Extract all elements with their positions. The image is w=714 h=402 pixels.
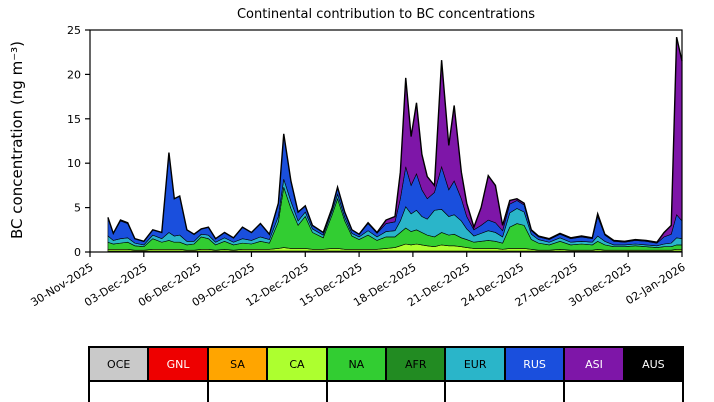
legend-empty-cell — [446, 382, 566, 402]
stacked-area-chart: 051015202530-Nov-202503-Dec-202506-Dec-2… — [28, 24, 687, 309]
legend-cell-ca: CA — [268, 348, 328, 380]
legend-cell-sa: SA — [208, 348, 269, 380]
legend-cell-aus: AUS — [624, 348, 683, 380]
y-axis-label: BC concentration (ng m⁻³) — [8, 41, 26, 239]
area-rus — [107, 133, 683, 247]
total-line — [107, 36, 683, 243]
legend-cell-asi: ASI — [565, 348, 625, 380]
y-tick-label: 10 — [67, 157, 81, 170]
y-tick-label: 5 — [74, 202, 81, 215]
legend-row-partial — [88, 382, 684, 402]
x-tick-label: 02-Jan-2026 — [623, 261, 687, 308]
legend-table: OCE GNL SA CA NA AFR EUR RUS ASI AUS — [88, 346, 684, 402]
legend-cell-gnl: GNL — [149, 348, 209, 380]
legend-empty-cell — [328, 382, 447, 402]
chart-title: Continental contribution to BC concentra… — [236, 7, 536, 22]
plot-border — [89, 29, 683, 253]
y-tick-label: 25 — [67, 24, 81, 37]
legend-row: OCE GNL SA CA NA AFR EUR RUS ASI AUS — [88, 346, 684, 382]
legend-cell-eur: EUR — [446, 348, 506, 380]
y-tick-label: 0 — [74, 246, 81, 259]
y-tick-label: 20 — [67, 68, 81, 81]
legend-cell-oce: OCE — [90, 348, 150, 380]
legend-cell-na: NA — [327, 348, 388, 380]
legend-empty-cell — [90, 382, 209, 402]
legend-cell-rus: RUS — [505, 348, 566, 380]
legend-empty-cell — [209, 382, 328, 402]
y-tick-label: 15 — [67, 113, 81, 126]
legend-cell-afr: AFR — [387, 348, 447, 380]
legend-empty-cell — [565, 382, 682, 402]
